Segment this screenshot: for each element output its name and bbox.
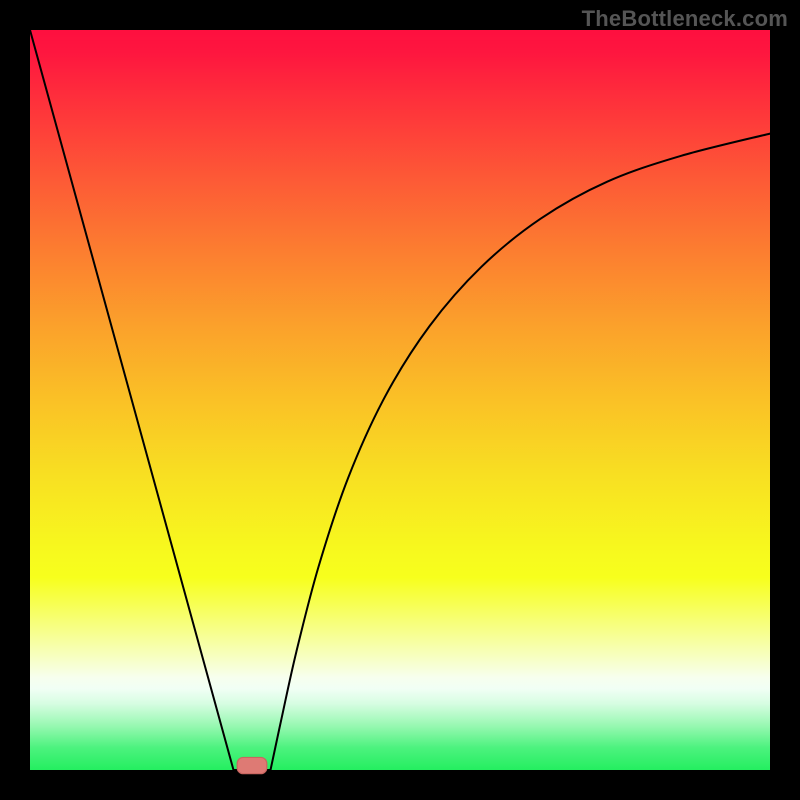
chart-svg	[0, 0, 800, 800]
plot-background	[30, 30, 770, 770]
floor-marker	[237, 757, 267, 773]
attribution-label: TheBottleneck.com	[582, 6, 788, 32]
figure-root: TheBottleneck.com	[0, 0, 800, 800]
